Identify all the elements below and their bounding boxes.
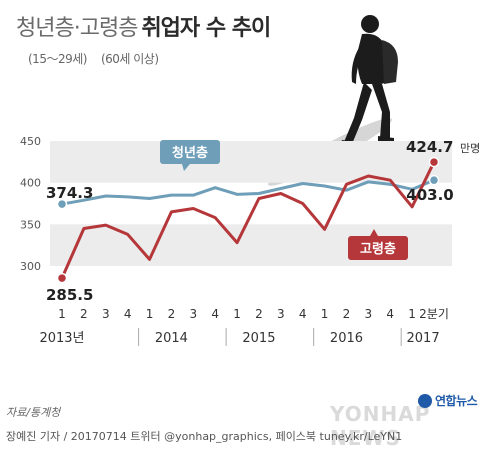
unit-label: 만명 [460, 142, 480, 155]
x-quarter-label: 2분기 [419, 307, 449, 321]
series-point [428, 156, 440, 168]
x-year-label: 2014 [155, 331, 188, 346]
x-quarter-label: 1 [146, 307, 154, 321]
subtitle-youth-range: (15～29세) [28, 52, 87, 66]
x-quarter-label: 3 [277, 307, 285, 321]
logo-icon [418, 393, 432, 408]
x-quarter-label: 4 [386, 307, 394, 321]
data-label-youth-last: 403.0 [406, 186, 453, 204]
data-source: 자료/통계청 [6, 406, 61, 419]
x-quarter-label: 1 [58, 307, 66, 321]
x-quarter-label: 2 [80, 307, 88, 321]
y-tick-label: 450 [20, 135, 41, 148]
legend-elder-box [348, 236, 408, 260]
y-tick-label: 350 [20, 218, 41, 231]
x-quarter-label: 1 [321, 307, 329, 321]
x-quarter-label: 3 [365, 307, 373, 321]
legend-youth-pointer [182, 164, 190, 171]
x-year-label: 2016 [330, 331, 363, 346]
series-point [56, 198, 68, 210]
legend-youth-box [160, 140, 220, 164]
series-line-elder [60, 161, 436, 279]
subtitle-elder-range: (60세 이상) [100, 52, 159, 66]
x-quarter-label: 2 [168, 307, 176, 321]
watermark-text: YONHAP NEWS [330, 402, 431, 450]
x-quarter-label: 4 [211, 307, 219, 321]
x-quarter-label: 2 [255, 307, 263, 321]
x-year-label: 2013년 [39, 331, 84, 346]
x-quarter-label: 4 [299, 307, 307, 321]
x-quarter-label: 3 [102, 307, 110, 321]
chart-subtitle: (15～29세) (60세 이상) [28, 50, 173, 67]
x-year-label: 2015 [242, 331, 275, 346]
y-tick-label: 400 [20, 177, 41, 190]
y-tick-label: 300 [20, 260, 41, 273]
legend-elder-text: 고령층 [360, 241, 396, 257]
legend-youth-text: 청년층 [172, 145, 208, 161]
x-quarter-label: 4 [124, 307, 132, 321]
logo-text: 연합뉴스 [435, 394, 478, 408]
chart-title: 청년층·고령층 취업자 수 추이 [16, 10, 271, 42]
data-label-elder-first: 285.5 [46, 286, 93, 304]
series-line-youth [61, 178, 435, 206]
legend-elder-pointer [370, 229, 378, 236]
grid-band-400-450 [50, 141, 452, 183]
news-logo: 연합뉴스 [418, 392, 478, 409]
credit-footer: 장예진 기자 / 20170714 트위터 @yonhap_graphics, … [6, 430, 403, 443]
x-quarter-label: 1 [408, 307, 416, 321]
series-point [428, 174, 440, 186]
series-point [56, 272, 68, 284]
data-label-youth-first: 374.3 [46, 184, 93, 202]
x-year-label: 2017 [407, 331, 440, 346]
chart-title-part1: 청년층·고령층 [16, 16, 138, 41]
x-quarter-label: 3 [189, 307, 197, 321]
data-label-elder-last: 424.7 [406, 138, 453, 156]
chart-title-part2: 취업자 수 추이 [141, 16, 271, 41]
x-quarter-label: 1 [233, 307, 241, 321]
x-quarter-label: 2 [343, 307, 351, 321]
